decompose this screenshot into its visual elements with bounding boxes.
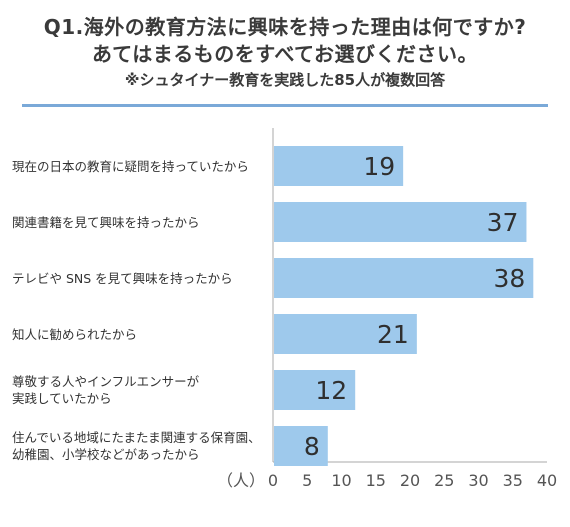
chart-title-block: Q1.海外の教育方法に興味を持った理由は何ですか? あてはまるものをすべてお選び… [0,14,570,91]
category-label: 知人に勧められたから [12,326,268,343]
bar-value-label: 8 [304,432,320,461]
category-label-line: 幼稚園、小学校などがあったから [12,447,200,462]
bar [274,370,356,410]
category-label-line: 実践していたから [12,391,112,406]
category-label-line: 住んでいる地域にたまたま関連する保育園、 [12,430,261,445]
chart-subtitle: ※シュタイナー教育を実践した85人が複数回答 [124,71,446,89]
bar [274,202,527,242]
bar [274,146,404,186]
bar-value-label: 12 [315,376,347,405]
x-tick-label: 35 [503,471,523,490]
x-tick-label: 20 [400,471,420,490]
x-tick-label: 30 [468,471,488,490]
x-tick-label: 5 [302,471,312,490]
x-tick-label: 25 [434,471,454,490]
category-label-line: 関連書籍を見て興味を持ったから [12,214,200,230]
category-label: 関連書籍を見て興味を持ったから [12,214,268,231]
chart-title-line2: あてはまるものをすべてお選びください。 [92,42,478,66]
category-label-line: 知人に勧められたから [12,326,138,342]
bar-value-label: 37 [487,208,519,237]
bar-value-label: 19 [363,152,395,181]
x-tick-label: 0 [268,471,278,490]
category-label-line: テレビや SNS を見て興味を持ったから [12,270,233,286]
x-tick-label: 10 [331,471,351,490]
bar [274,426,328,466]
category-label: テレビや SNS を見て興味を持ったから [12,270,268,287]
chart-title-line1: Q1.海外の教育方法に興味を持った理由は何ですか? [43,15,527,39]
category-label: 住んでいる地域にたまたま関連する保育園、 幼稚園、小学校などがあったから [12,429,268,463]
bar-value-label: 21 [377,320,409,349]
x-tick-label: 40 [537,471,557,490]
x-tick-label: 15 [366,471,386,490]
bar [274,258,534,298]
category-label: 現在の日本の教育に疑問を持っていたから [12,158,268,175]
category-label: 尊敬する人やインフルエンサーが 実践していたから [12,373,268,407]
bar [274,314,417,354]
category-label-line: 尊敬する人やインフルエンサーが [12,374,200,389]
category-label-line: 現在の日本の教育に疑問を持っていたから [12,158,249,174]
x-axis-unit-label: （人） [217,471,265,490]
bar-value-label: 38 [493,264,525,293]
title-divider [22,104,548,107]
